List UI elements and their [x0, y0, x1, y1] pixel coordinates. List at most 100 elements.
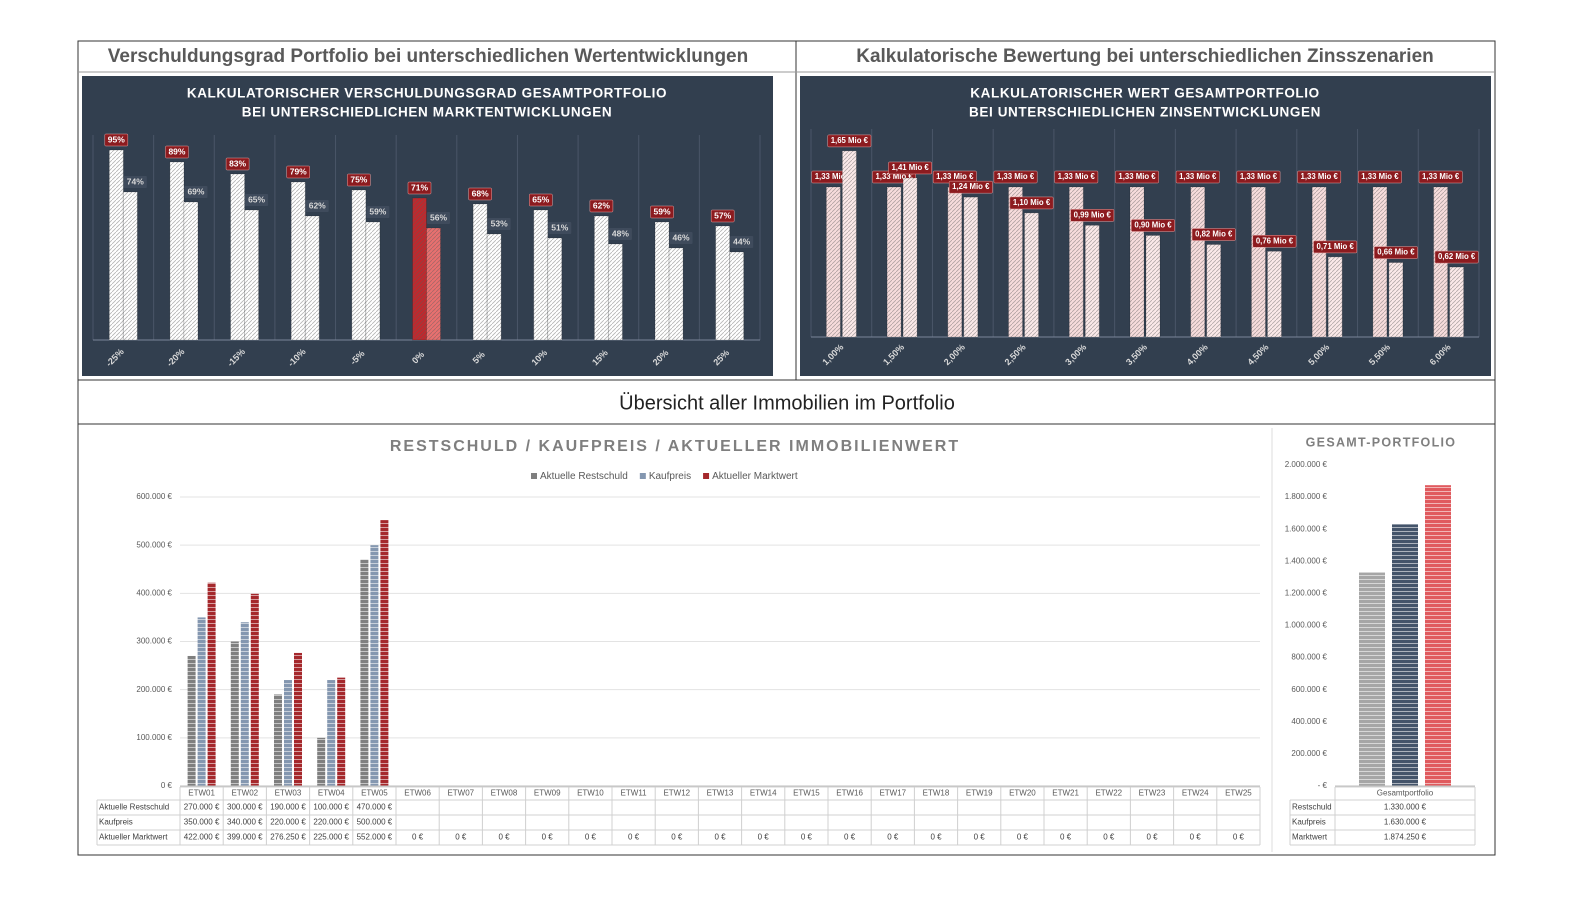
x-tick-label: ETW02 — [231, 789, 258, 798]
x-tick-label: ETW13 — [707, 789, 734, 798]
table-value: 0 € — [714, 833, 726, 842]
table-value: 0 € — [1190, 833, 1202, 842]
value-label: 69% — [187, 186, 204, 196]
value-label-box — [827, 134, 872, 148]
x-tick-label: ETW11 — [621, 789, 648, 798]
x-tick-label: ETW01 — [188, 789, 215, 798]
chart-title: RESTSCHULD / KAUFPREIS / AKTUELLER IMMOB… — [390, 438, 960, 455]
bar — [1024, 212, 1040, 338]
value-label-box — [407, 181, 432, 195]
bar — [886, 186, 902, 338]
table-value: 1.874.250 € — [1384, 833, 1427, 842]
y-tick-label: 1.800.000 € — [1285, 492, 1328, 501]
value-label: 75% — [350, 174, 367, 184]
value-label: 1,10 Mio € — [1013, 198, 1051, 207]
bar — [108, 149, 124, 341]
value-label: 57% — [714, 210, 731, 220]
bar — [607, 243, 623, 341]
y-tick-label: 1.600.000 € — [1285, 524, 1328, 533]
value-label: 1,33 Mio € — [1361, 172, 1399, 181]
value-label-box — [1131, 219, 1175, 232]
legend-swatch — [639, 473, 646, 479]
bar — [412, 197, 427, 341]
table-value: 0 € — [542, 833, 554, 842]
y-tick-label: 1.200.000 € — [1285, 589, 1328, 598]
chart-title: GESAMT-PORTFOLIO — [1306, 435, 1457, 449]
table-value: 225.000 € — [313, 833, 349, 842]
value-label-box — [1175, 170, 1220, 184]
bar — [902, 177, 918, 338]
table-value: 0 € — [844, 833, 856, 842]
value-label: 65% — [248, 194, 265, 204]
table-value: 0 € — [758, 833, 770, 842]
x-tick-label: ETW24 — [1182, 789, 1209, 798]
bar — [304, 215, 320, 341]
table-value: 0 € — [1060, 833, 1072, 842]
x-tick-label: ETW10 — [577, 789, 604, 798]
value-label: 1,24 Mio € — [952, 182, 990, 191]
bar — [274, 694, 282, 786]
table-value: 270.000 € — [184, 803, 220, 812]
bar — [825, 186, 841, 338]
y-tick-label: 1.000.000 € — [1285, 621, 1328, 630]
value-label-box — [1358, 170, 1402, 184]
value-label: 59% — [654, 206, 671, 216]
bar — [317, 737, 326, 786]
value-label-box — [245, 194, 269, 206]
bar — [593, 215, 609, 341]
y-tick-label: 100.000 € — [136, 733, 172, 742]
value-label-box — [165, 145, 189, 159]
value-label: 1,33 Mio € — [1118, 172, 1156, 181]
x-tick-label: ETW16 — [836, 789, 863, 798]
value-label-box — [948, 180, 993, 194]
y-tick-label: 200.000 € — [136, 685, 172, 694]
value-label: 62% — [309, 200, 326, 210]
value-label: 0,82 Mio € — [1195, 230, 1233, 239]
value-label-box — [1313, 240, 1358, 254]
value-label-box — [347, 173, 371, 187]
bar — [963, 196, 979, 338]
bar — [240, 622, 249, 786]
x-tick-label: ETW12 — [663, 789, 690, 798]
bar — [1250, 186, 1266, 338]
bar — [1392, 524, 1418, 786]
x-tick-label: ETW03 — [275, 789, 302, 798]
value-label-box — [888, 161, 932, 175]
y-tick-label: 1.400.000 € — [1285, 556, 1328, 565]
table-value: 0 € — [974, 833, 986, 842]
value-label-box — [468, 187, 492, 201]
legend-label: Aktueller Marktwert — [712, 471, 798, 482]
bar — [290, 181, 306, 341]
table-row-label: Kaufpreis — [1292, 818, 1326, 827]
table-value: 0 € — [1233, 833, 1245, 842]
value-label-box — [184, 186, 208, 198]
bar — [426, 227, 441, 341]
legend-swatch — [703, 473, 710, 479]
value-label: 1,33 Mio € — [1422, 172, 1460, 181]
value-label: 0,90 Mio € — [1134, 221, 1172, 230]
x-tick-label: ETW05 — [361, 789, 388, 798]
bar — [947, 186, 963, 338]
x-tick-label: ETW17 — [879, 789, 906, 798]
value-label-box — [1115, 170, 1159, 184]
table-value: 0 € — [887, 833, 899, 842]
table-value: 100.000 € — [313, 803, 349, 812]
table-value: 220.000 € — [313, 818, 349, 827]
value-label-box — [1434, 250, 1479, 264]
value-label: 1,33 Mio € — [1179, 172, 1217, 181]
value-label: 74% — [127, 176, 144, 186]
legend-label: Kaufpreis — [649, 471, 691, 482]
value-label: 1,33 Mio € — [936, 172, 974, 181]
table-value: 500.000 € — [357, 818, 393, 827]
table-value: 422.000 € — [184, 833, 220, 842]
bar — [1129, 186, 1145, 338]
value-label: 56% — [430, 212, 447, 222]
table-value: 0 € — [585, 833, 597, 842]
table-row-label: Restschuld — [1292, 803, 1332, 812]
table-row-label: Aktueller Marktwert — [99, 833, 168, 842]
bar — [351, 189, 367, 341]
bar — [1206, 244, 1222, 338]
value-label-box — [1236, 170, 1281, 184]
